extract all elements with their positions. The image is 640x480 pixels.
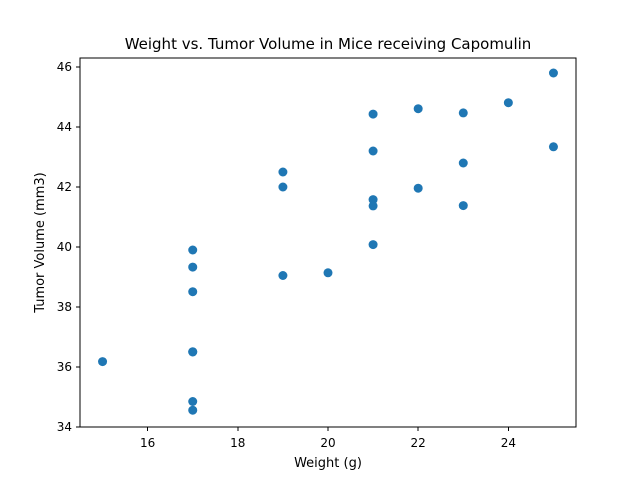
data-point	[278, 182, 288, 192]
y-axis-label: Tumor Volume (mm3)	[33, 172, 48, 314]
chart-title: Weight vs. Tumor Volume in Mice receivin…	[125, 35, 532, 53]
data-point	[278, 271, 288, 280]
y-tick-label: 44	[57, 120, 72, 134]
data-point	[458, 158, 468, 168]
x-tick-label: 24	[501, 436, 516, 450]
data-point	[278, 167, 288, 177]
x-tick-label: 18	[230, 436, 245, 450]
y-tick-label: 46	[57, 60, 72, 74]
y-tick-label: 34	[57, 420, 72, 434]
y-tick-label: 38	[57, 300, 72, 314]
data-point	[188, 347, 198, 357]
data-point	[368, 109, 378, 119]
plot-area-frame	[79, 57, 577, 428]
data-point	[413, 104, 423, 114]
data-point	[368, 146, 378, 156]
x-tick-label: 16	[140, 436, 155, 450]
tick-group: 16 18 20 22 24 34 36 38 40 42 44 46	[57, 60, 516, 450]
data-point	[188, 262, 198, 272]
data-point	[458, 201, 468, 211]
data-point	[188, 287, 198, 297]
data-point	[188, 397, 198, 406]
data-point	[458, 108, 468, 118]
x-axis-label: Weight (g)	[294, 456, 362, 471]
data-point	[188, 405, 198, 415]
data-point	[548, 142, 558, 152]
data-point	[548, 68, 558, 78]
y-tick-label: 40	[57, 240, 72, 254]
y-tick-label: 36	[57, 360, 72, 374]
data-point	[503, 98, 513, 108]
data-point	[323, 268, 333, 278]
y-tick-label: 42	[57, 180, 72, 194]
data-point	[368, 201, 378, 211]
data-point	[368, 240, 378, 250]
data-point	[188, 245, 198, 255]
data-point	[368, 195, 378, 205]
data-points	[98, 68, 558, 415]
data-point	[413, 183, 423, 193]
data-point	[98, 357, 108, 367]
x-tick-label: 22	[411, 436, 426, 450]
x-tick-label: 20	[320, 436, 335, 450]
